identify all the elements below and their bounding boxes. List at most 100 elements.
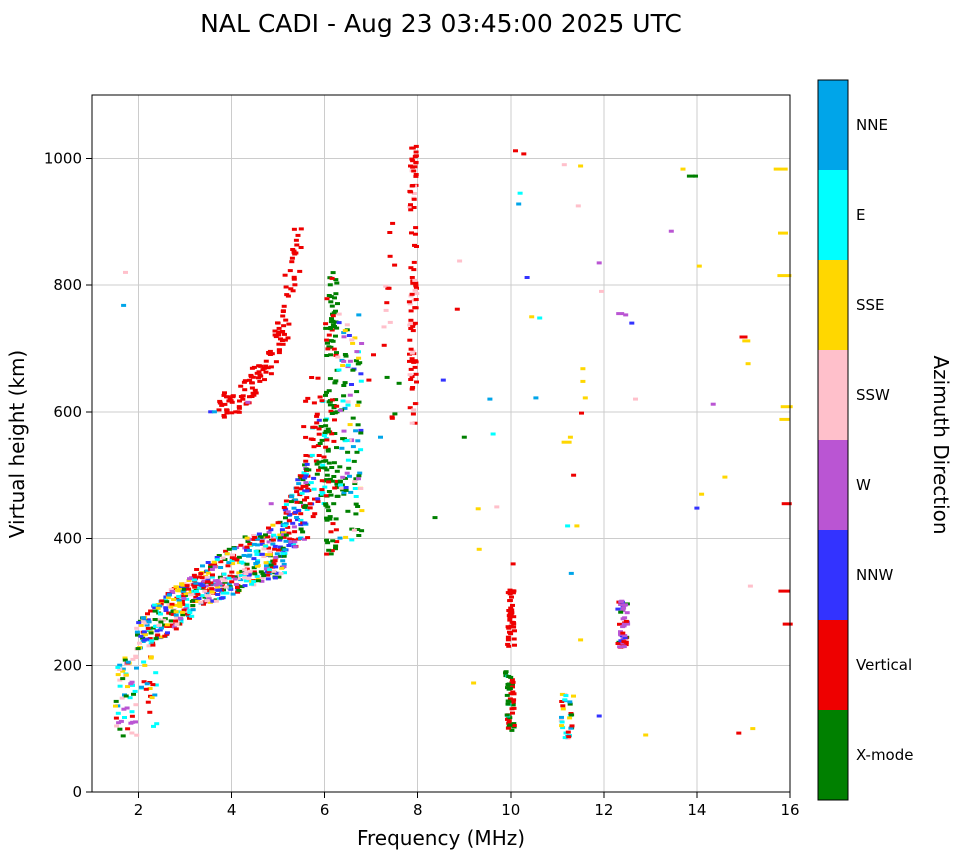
scatter-point [506, 644, 512, 648]
scatter-point [504, 693, 510, 697]
scatter-point [253, 549, 259, 553]
scatter-point [349, 527, 355, 531]
scatter-point [412, 365, 418, 369]
scatter-point [326, 461, 332, 465]
scatter-point [337, 465, 343, 469]
scatter-point [560, 704, 566, 708]
scatter-point [220, 591, 226, 595]
scatter-point [516, 202, 522, 206]
scatter-point [327, 403, 333, 407]
scatter-point [147, 637, 153, 641]
scatter-point [248, 373, 254, 377]
scatter-point [220, 556, 226, 560]
scatter-point [144, 637, 150, 641]
scatter-point [413, 174, 419, 178]
scatter-point [280, 342, 286, 346]
scatter-point [268, 372, 274, 376]
scatter-point [251, 557, 257, 561]
scatter-point [244, 548, 249, 552]
scatter-point [259, 552, 265, 556]
scatter-point [281, 554, 287, 558]
scatter-point [270, 565, 276, 569]
scatter-point [215, 581, 221, 585]
scatter-point [568, 726, 574, 730]
scatter-point [188, 590, 194, 594]
scatter-point [206, 591, 212, 595]
scatter-point [311, 476, 317, 480]
scatter-point [238, 574, 244, 577]
x-tick-label: 12 [594, 801, 613, 819]
scatter-point [238, 384, 244, 388]
scatter-point [273, 360, 279, 364]
scatter-point [155, 618, 161, 622]
scatter-point [383, 308, 389, 312]
scatter-point [244, 536, 250, 540]
scatter-point [341, 384, 347, 387]
scatter-point [411, 408, 417, 412]
scatter-point [324, 297, 330, 301]
scatter-point [359, 529, 365, 533]
scatter-point [328, 530, 334, 534]
scatter-point [281, 562, 287, 566]
scatter-point [356, 400, 362, 404]
scatter-point [334, 482, 340, 486]
scatter-point [141, 638, 147, 642]
scatter-point [283, 522, 289, 526]
scatter-point [320, 463, 326, 467]
scatter-point [334, 479, 340, 483]
scatter-point [218, 596, 224, 600]
scatter-point [173, 585, 179, 589]
scatter-point [560, 707, 566, 711]
scatter-point [296, 482, 302, 486]
scatter-point [263, 370, 269, 374]
scatter-point [287, 513, 293, 516]
scatter-point [413, 173, 419, 176]
scatter-point [298, 512, 304, 516]
scatter-point [352, 336, 358, 340]
scatter-point [289, 256, 295, 260]
scatter-point [280, 552, 286, 556]
scatter-point [291, 538, 297, 542]
scatter-point [340, 475, 346, 479]
scatter-point [571, 694, 576, 698]
scatter-point [326, 430, 332, 434]
scatter-point [510, 562, 516, 566]
scatter-point [359, 342, 365, 345]
scatter-point [198, 600, 204, 604]
scatter-point [471, 681, 477, 685]
scatter-point [215, 593, 221, 596]
scatter-point [291, 542, 296, 546]
scatter-point [324, 473, 330, 477]
scatter-point [358, 431, 364, 435]
scatter-point [322, 466, 328, 470]
scatter-point [507, 697, 513, 701]
scatter-point [210, 573, 215, 577]
scatter-point [149, 696, 155, 700]
scatter-point [120, 677, 126, 681]
scatter-point [181, 608, 187, 612]
scatter-point [254, 574, 260, 578]
scatter-point [242, 388, 248, 392]
scatter-point [251, 566, 257, 570]
scatter-point [251, 534, 256, 537]
scatter-point [315, 376, 321, 380]
scatter-point [174, 615, 179, 619]
scatter-point [409, 157, 415, 161]
scatter-point [259, 576, 265, 580]
scatter-point [326, 509, 332, 513]
scatter-point [134, 666, 139, 670]
scatter-point [134, 733, 140, 737]
scatter-point [285, 510, 291, 514]
scatter-point [255, 537, 261, 541]
colorbar-segment-sse [818, 260, 848, 351]
scatter-point [155, 606, 161, 610]
scatter-point [358, 487, 364, 490]
scatter-point [344, 323, 350, 327]
scatter-point [350, 341, 356, 345]
scatter-point [141, 630, 147, 634]
scatter-point [410, 386, 416, 389]
scatter-point [384, 375, 390, 379]
scatter-point [569, 713, 575, 717]
scatter-point [722, 475, 728, 479]
scatter-point [208, 410, 214, 414]
